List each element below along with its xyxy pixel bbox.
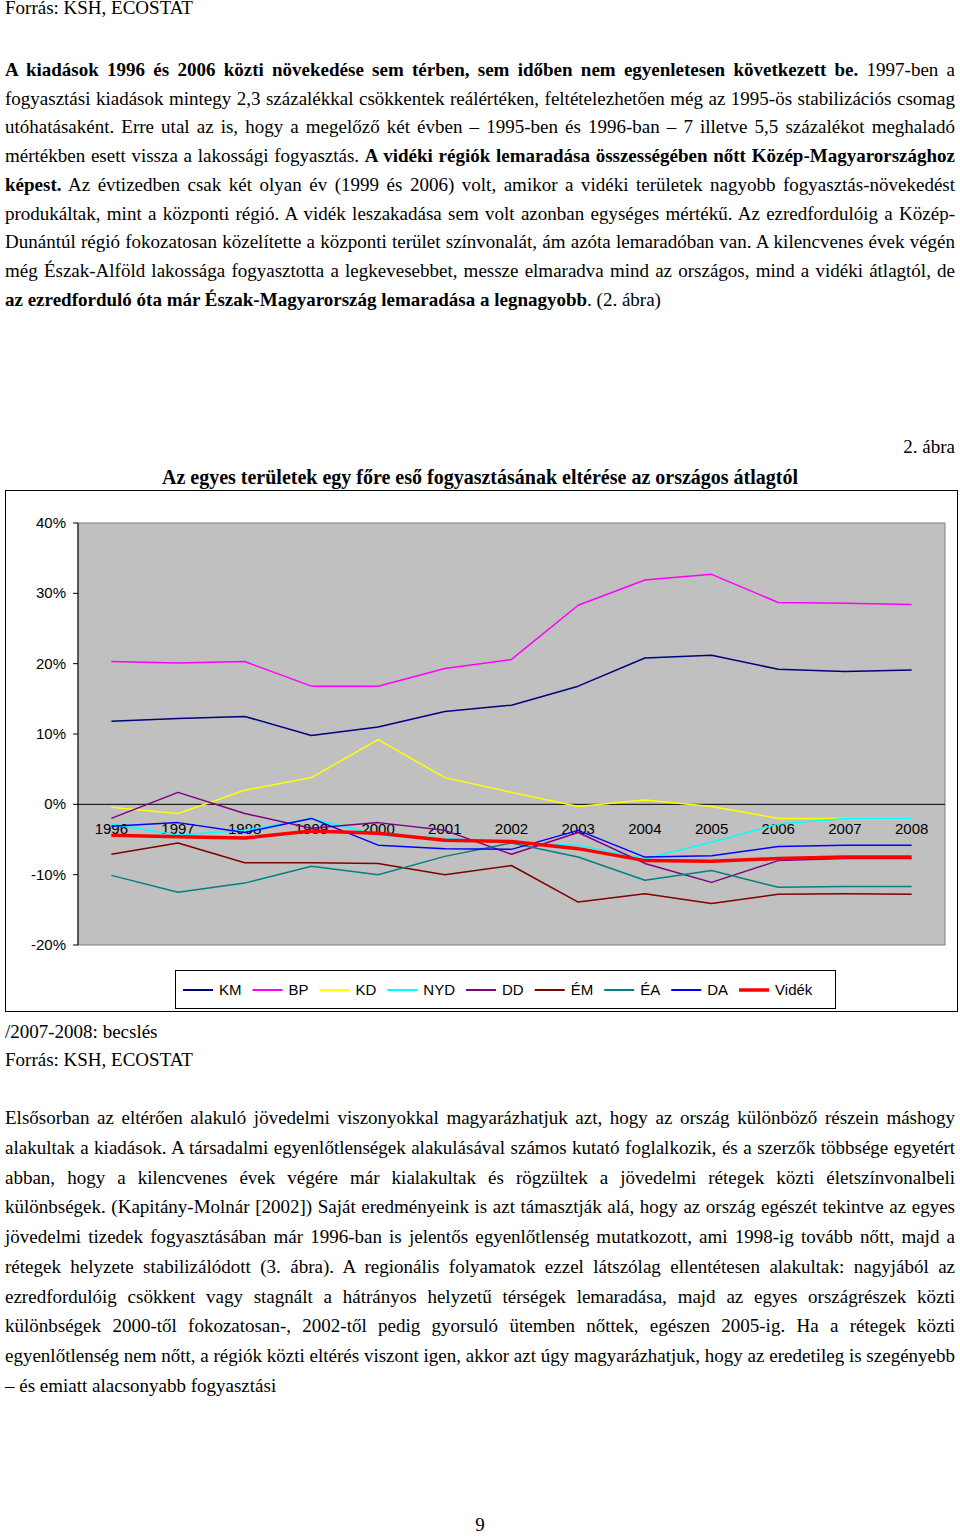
series-line [111,831,911,861]
y-axis [78,523,79,945]
figure-note: /2007-2008: becslés [5,1018,158,1046]
x-tick-label: 1998 [228,820,261,837]
x-tick-label: 1997 [161,820,194,837]
series-line [111,818,911,857]
legend-key [739,988,769,992]
paragraph: A kiadások 1996 és 2006 közti növekedése… [5,56,955,314]
legend-label: KD [356,981,377,998]
legend-key [466,989,496,991]
y-tick-label: 0% [44,795,66,812]
page-number: 9 [0,1511,960,1537]
series-line [111,740,911,819]
y-tick [73,523,78,524]
chart-title: Az egyes területek egy főre eső fogyaszt… [162,466,799,489]
legend-label: ÉA [640,981,660,998]
bold-run: az ezredforduló óta már Észak-Magyarorsz… [5,289,587,310]
y-tick [73,945,78,946]
y-tick-label: 40% [36,514,66,531]
series-line [111,818,911,858]
y-tick [73,804,78,805]
plot-area [78,523,945,945]
paragraph: Elsősorban az eltérően alakuló jövedelmi… [5,1103,955,1401]
y-tick-label: 10% [36,725,66,742]
legend-key [320,989,350,991]
series-group [111,574,911,903]
figure-note: Forrás: KSH, ECOSTAT [5,1046,193,1074]
y-tick [73,593,78,594]
series-line [111,655,911,735]
series-line [111,792,911,882]
series-line [111,843,911,903]
y-tick-label: -10% [31,866,66,883]
legend-key [253,989,283,991]
text-run: Elsősorban az eltérően alakuló jövedelmi… [5,1107,955,1396]
legend-label: DD [502,981,524,998]
bold-run: A kiadások 1996 és 2006 közti növekedése… [5,59,858,80]
legend-label: BP [289,981,309,998]
figure-label: 2. ábra [903,436,955,457]
series-line [111,843,911,892]
y-tick-label: 20% [36,655,66,672]
legend-key [604,989,634,991]
header-source: Forrás: KSH, ECOSTAT [5,0,193,19]
x-tick-label: 2001 [428,820,461,837]
chart: 2. ábra Az egyes területek egy főre eső f… [0,0,960,1040]
text-run: . (2. ábra) [587,289,661,310]
legend-key [183,989,213,991]
chart-frame [6,491,958,1012]
y-tick-label: -20% [31,936,66,953]
text-run: Az évtizedben csak két olyan év (1999 és… [5,174,955,281]
y-tick [73,874,78,875]
x-tick-label: 2003 [562,820,595,837]
x-tick-label: 2005 [695,820,728,837]
legend-label: DA [707,981,728,998]
x-tick-label: 1999 [295,820,328,837]
legend-box [176,971,836,1009]
y-tick [73,663,78,664]
legend-label: NYD [423,981,455,998]
x-tick-label: 2002 [495,820,528,837]
legend-label: KM [219,981,242,998]
x-tick-label: 2008 [895,820,928,837]
legend-key [535,989,565,991]
legend-label: ÉM [571,981,594,998]
x-tick-label: 2000 [361,820,394,837]
y-tick-label: 30% [36,584,66,601]
legend-key [671,989,701,991]
legend-label: Vidék [775,981,813,998]
x-tick-label: 2004 [628,820,661,837]
legend-key [387,989,417,991]
series-line [111,574,911,686]
x-tick-label: 2007 [828,820,861,837]
x-tick-label: 2006 [762,820,795,837]
y-tick [73,734,78,735]
x-tick-label: 1996 [95,820,128,837]
x-axis [78,804,945,805]
